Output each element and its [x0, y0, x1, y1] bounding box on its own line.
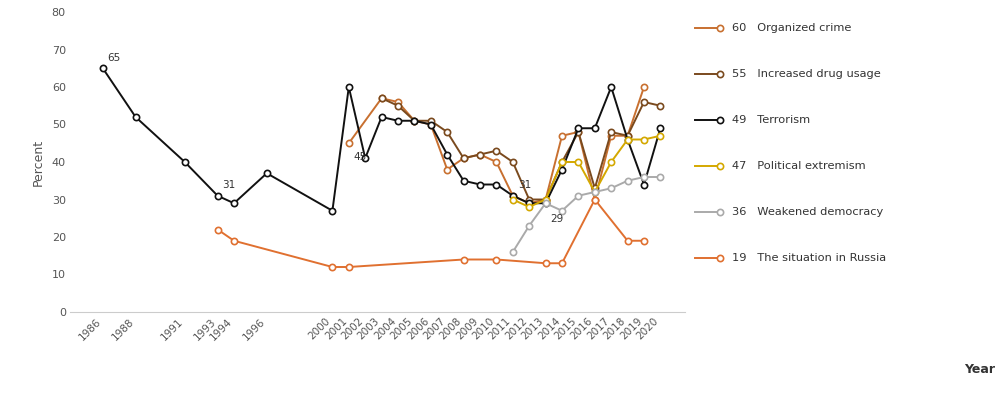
Y-axis label: Percent: Percent: [32, 138, 45, 186]
Text: 47   Political extremism: 47 Political extremism: [732, 161, 866, 171]
Text: 65: 65: [108, 53, 121, 63]
Text: 19   The situation in Russia: 19 The situation in Russia: [732, 253, 886, 263]
Text: 55   Increased drug usage: 55 Increased drug usage: [732, 69, 881, 79]
Text: 45: 45: [354, 152, 367, 162]
Text: 31: 31: [223, 180, 236, 190]
Text: 29: 29: [551, 214, 564, 224]
Text: Year: Year: [964, 363, 995, 376]
Text: 36   Weakened democracy: 36 Weakened democracy: [732, 207, 883, 217]
Text: 49   Terrorism: 49 Terrorism: [732, 115, 810, 125]
Text: 60   Organized crime: 60 Organized crime: [732, 23, 851, 33]
Text: 31: 31: [518, 180, 531, 190]
